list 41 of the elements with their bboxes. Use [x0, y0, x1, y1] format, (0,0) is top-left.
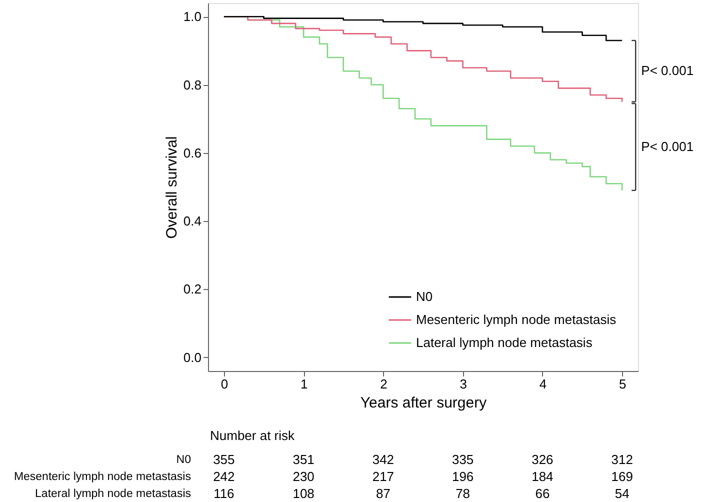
text: P< 0.001 [641, 63, 694, 78]
x-tick-label: 0 [220, 376, 228, 392]
text: 184 [532, 469, 554, 484]
text: 230 [292, 469, 314, 484]
text: 335 [452, 452, 474, 467]
text: Lateral lymph node metastasis [35, 488, 192, 500]
text: 342 [372, 452, 394, 467]
text: N0 [176, 454, 191, 466]
text: 169 [611, 469, 633, 484]
y-tick-label: 0.6 [183, 145, 202, 160]
text: 355 [213, 452, 235, 467]
x-tick-label: 1 [300, 376, 308, 392]
text: Mesenteric lymph node metastasis [14, 471, 192, 483]
text: P< 0.001 [641, 138, 694, 154]
text: 66 [535, 486, 550, 501]
text: 78 [456, 486, 470, 501]
x-tick-label: 4 [539, 376, 547, 392]
text: 217 [372, 469, 394, 484]
legend-label: N0 [416, 289, 433, 304]
x-tick-label: 3 [460, 376, 467, 392]
text: 108 [292, 486, 314, 501]
text: 87 [376, 486, 390, 501]
y-axis-title: Overall survival [163, 136, 180, 239]
y-tick-label: 0.4 [183, 214, 202, 229]
text: 116 [214, 486, 234, 501]
y-tick-label: 0.0 [183, 350, 202, 365]
x-axis-title: Years after surgery [360, 394, 488, 412]
y-tick-label: 1.0 [183, 9, 202, 24]
text: 326 [532, 452, 554, 467]
text: 242 [213, 469, 235, 484]
text: 312 [611, 452, 633, 467]
x-tick-label: 2 [380, 376, 388, 392]
legend-label: Lateral lymph node metastasis [416, 335, 593, 350]
y-tick-label: 0.2 [183, 282, 202, 297]
text: 351 [292, 452, 314, 467]
text: Number at risk [210, 428, 296, 443]
text: 54 [614, 486, 630, 501]
text: 196 [452, 469, 474, 484]
y-tick-label: 0.8 [183, 77, 202, 92]
legend-label: Mesenteric lymph node metastasis [416, 312, 617, 327]
x-tick-label: 5 [618, 376, 626, 392]
